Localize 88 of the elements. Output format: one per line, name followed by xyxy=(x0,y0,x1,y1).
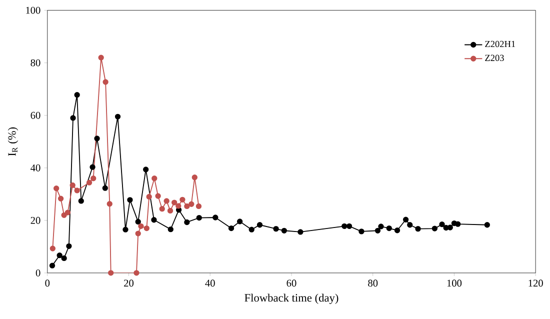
point xyxy=(298,228,304,235)
point xyxy=(102,79,108,85)
y-tick-label: 40 xyxy=(30,164,40,172)
point xyxy=(167,208,174,214)
point xyxy=(484,222,490,228)
point xyxy=(106,200,112,207)
point xyxy=(127,196,133,203)
point xyxy=(135,218,141,224)
point xyxy=(90,164,96,170)
point xyxy=(273,226,279,232)
point xyxy=(281,228,287,234)
point xyxy=(90,175,96,182)
point xyxy=(358,228,364,234)
x-tick-label: 60 xyxy=(286,280,296,286)
point xyxy=(196,214,202,220)
point xyxy=(415,226,421,232)
point xyxy=(114,114,121,120)
point xyxy=(54,185,60,192)
point xyxy=(180,196,186,202)
point xyxy=(86,180,92,186)
point xyxy=(146,194,152,200)
y-tick-label: 60 xyxy=(30,112,40,119)
point xyxy=(192,174,198,180)
point xyxy=(248,226,254,232)
point xyxy=(61,255,67,261)
point xyxy=(108,270,114,276)
point xyxy=(94,135,100,142)
point xyxy=(188,201,194,207)
point xyxy=(102,185,108,191)
point xyxy=(228,225,234,231)
x-tick-label: 120 xyxy=(528,280,543,286)
point xyxy=(402,216,409,222)
point xyxy=(176,202,182,209)
point xyxy=(50,246,56,252)
y-tick-label: 80 xyxy=(30,59,40,66)
point xyxy=(64,210,71,216)
point xyxy=(66,243,72,249)
point xyxy=(122,226,128,232)
x-tick-label: 40 xyxy=(205,280,215,286)
point xyxy=(49,262,56,268)
point xyxy=(432,226,438,232)
point xyxy=(70,182,76,188)
x-tick-label: 0 xyxy=(45,280,50,286)
y-tick-label: 0 xyxy=(36,269,40,276)
point xyxy=(143,166,149,172)
point xyxy=(56,252,62,258)
point xyxy=(256,222,263,228)
point xyxy=(374,228,381,234)
point xyxy=(74,187,80,194)
point xyxy=(144,225,150,231)
point xyxy=(155,193,161,199)
x-tick-label: 80 xyxy=(368,280,378,286)
point xyxy=(152,175,158,182)
point xyxy=(455,221,461,227)
point xyxy=(98,54,104,60)
point xyxy=(236,218,243,224)
point xyxy=(439,221,445,228)
point xyxy=(212,214,218,220)
point xyxy=(164,198,170,204)
point xyxy=(159,206,165,212)
y-axis-title: I$_{R}$ (%) xyxy=(8,127,18,156)
point xyxy=(74,92,80,98)
point xyxy=(346,223,352,229)
x-tick-label: 20 xyxy=(124,280,134,286)
point xyxy=(138,223,144,229)
x-axis-title: Flowback time (day) xyxy=(244,294,338,304)
point xyxy=(378,223,384,230)
point xyxy=(151,216,157,223)
point xyxy=(394,227,400,234)
point xyxy=(168,226,174,232)
point xyxy=(196,203,202,209)
point xyxy=(386,225,392,231)
point xyxy=(135,230,141,236)
point xyxy=(184,219,190,225)
point xyxy=(184,203,190,209)
point xyxy=(407,222,413,228)
point xyxy=(171,200,178,206)
point xyxy=(58,196,64,202)
point xyxy=(61,212,67,218)
point xyxy=(134,270,140,276)
point xyxy=(70,115,76,121)
legend-label: Z202H1 xyxy=(485,40,516,48)
x-tick-label: 100 xyxy=(447,280,462,286)
point xyxy=(342,223,348,229)
y-tick-label: 20 xyxy=(30,216,40,224)
legend-label: Z203 xyxy=(485,54,504,61)
point xyxy=(78,198,84,204)
y-tick-label: 100 xyxy=(26,6,40,14)
